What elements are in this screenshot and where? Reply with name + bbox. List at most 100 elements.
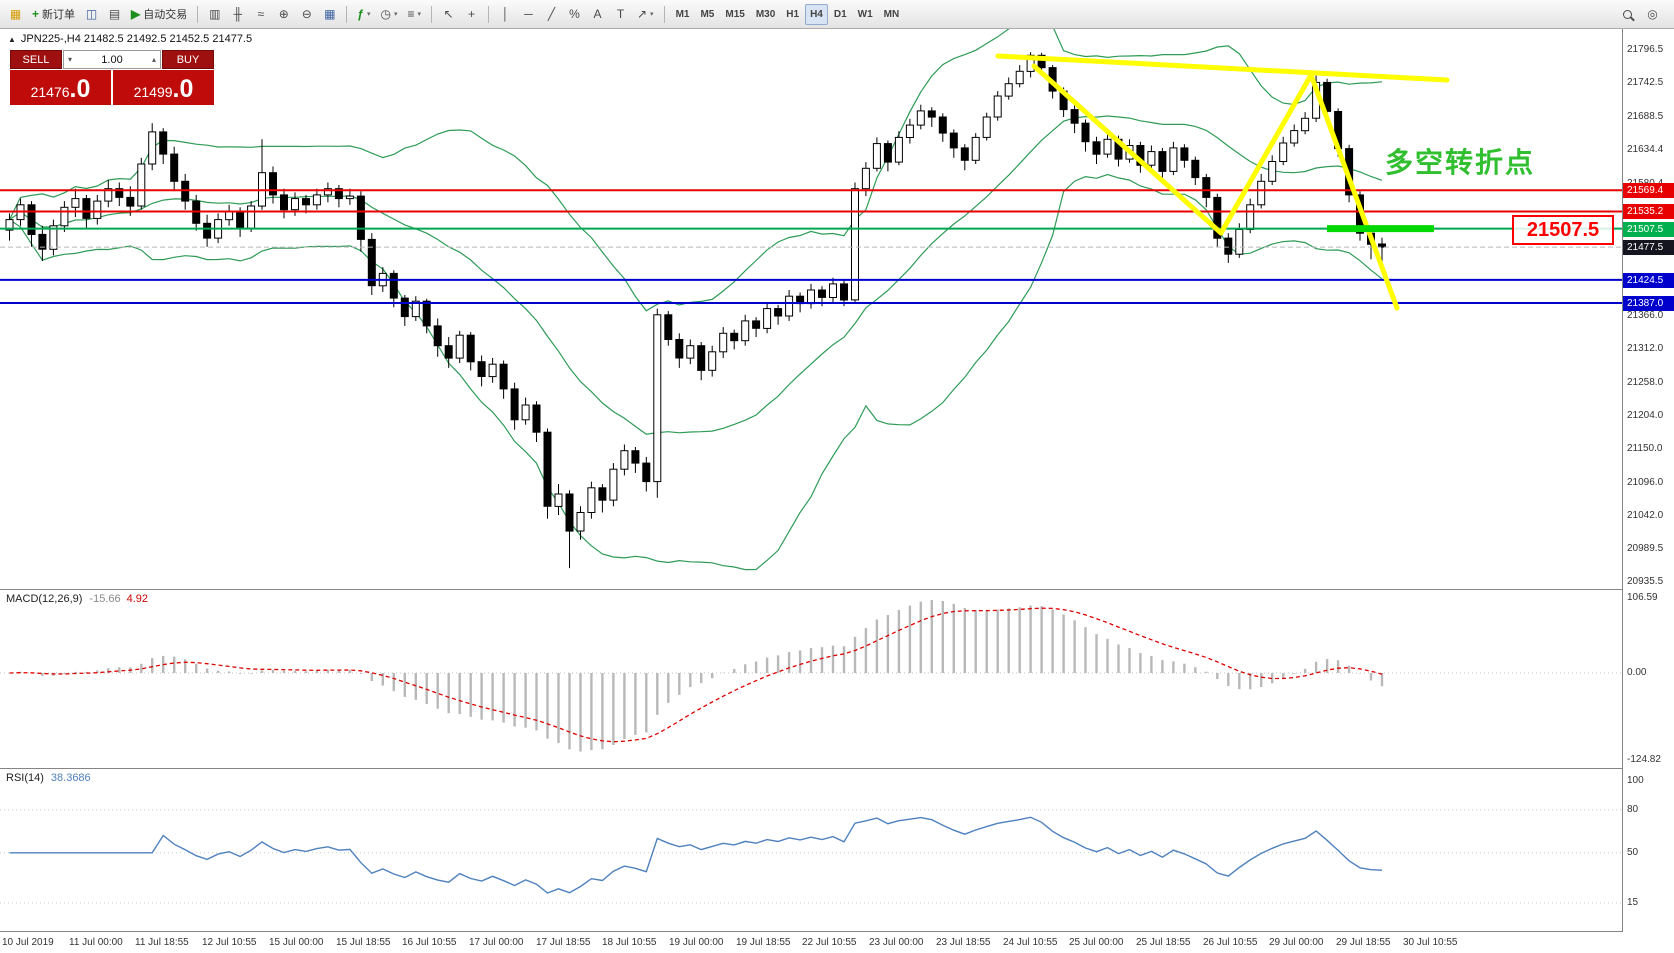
toolbar-separator (197, 5, 199, 23)
cursor-button[interactable]: ↖ (438, 4, 459, 25)
price-chart[interactable] (0, 29, 1622, 590)
symbol-ohlc-text: JPN225-,H4 21482.5 21492.5 21452.5 21477… (20, 33, 253, 45)
time-axis-label: 17 Jul 00:00 (469, 937, 524, 948)
templates-icon: ≡ (407, 7, 415, 21)
auto-trading-button[interactable]: ▶ 自动交易 (127, 4, 191, 25)
price-axis[interactable]: 21796.521742.521688.521634.421580.421366… (1622, 29, 1674, 932)
crosshair-button[interactable]: + (461, 4, 482, 25)
rsi-axis-label: 80 (1627, 804, 1639, 815)
toolbar-separator (487, 5, 489, 23)
vertical-line-icon: │ (501, 7, 510, 21)
sell-button[interactable]: SELL (10, 50, 62, 69)
vline-tool-button[interactable]: │ (495, 4, 516, 25)
profiles-button[interactable]: ▤ (104, 4, 125, 25)
price-axis-label: 21150.0 (1627, 443, 1663, 454)
timeframe-w1-button[interactable]: W1 (853, 4, 878, 25)
line-chart-button[interactable]: ≈ (250, 4, 271, 25)
price-tag-current-price: 21477.5 (1623, 240, 1674, 255)
time-axis-label: 19 Jul 00:00 (669, 937, 724, 948)
timeframe-m15-button[interactable]: M15 (720, 4, 749, 25)
volume-decrease-icon[interactable]: ▾ (68, 55, 73, 64)
rsi-value: 38.3686 (50, 772, 91, 784)
price-tag-support-blue-1: 21424.5 (1623, 273, 1674, 288)
indicators-button[interactable]: ƒ ▾ (353, 4, 374, 25)
label-tool-button[interactable]: T (610, 4, 631, 25)
macd-axis-label: -124.82 (1627, 754, 1661, 765)
zoom-in-button[interactable]: ⊕ (273, 4, 294, 25)
trendline-tool-button[interactable]: ╱ (541, 4, 562, 25)
time-axis[interactable]: 10 Jul 2019 11 Jul 00:00 11 Jul 18:55 12 Ju… (0, 932, 1674, 953)
timeframe-m5-button[interactable]: M5 (695, 4, 719, 25)
chevron-down-icon: ▾ (650, 11, 654, 18)
macd-signal-value: 4.92 (126, 593, 149, 605)
time-axis-label: 15 Jul 18:55 (336, 937, 391, 948)
time-axis-label: 18 Jul 10:55 (602, 937, 657, 948)
text-tool-button[interactable]: A (587, 4, 608, 25)
volume-increase-icon[interactable]: ▴ (151, 55, 156, 64)
price-tag-support-green: 21507.5 (1623, 222, 1674, 237)
zoom-out-button[interactable]: ⊖ (296, 4, 317, 25)
price-axis-label: 21796.5 (1627, 44, 1664, 55)
volume-value[interactable]: 1.00 (101, 53, 123, 66)
profiles-icon: ▤ (108, 7, 121, 21)
rsi-chart[interactable] (0, 769, 1622, 932)
toolbar-separator (346, 5, 348, 23)
periods-button[interactable]: ◷ ▾ (376, 4, 401, 25)
timeframe-mn-button[interactable]: MN (879, 4, 905, 25)
macd-chart[interactable] (0, 590, 1622, 769)
macd-panel[interactable]: MACD(12,26,9) -15.66 4.92 (0, 590, 1674, 769)
zoom-in-icon: ⊕ (278, 7, 289, 21)
arrows-tool-button[interactable]: ↗ ▾ (633, 4, 658, 25)
tile-windows-button[interactable]: ▦ (319, 4, 340, 25)
auto-trading-icon: ▶ (131, 7, 141, 21)
timeframe-group: M1 M5 M15 M30 H1 H4 D1 W1 MN (671, 3, 905, 25)
price-tag-support-blue-2: 21387.0 (1623, 296, 1674, 311)
time-axis-label: 29 Jul 00:00 (1269, 937, 1324, 948)
new-order-button[interactable]: + 新订单 (28, 4, 79, 25)
price-axis-label: 21688.5 (1627, 111, 1664, 122)
price-tag-resistance-2: 21535.2 (1623, 204, 1674, 219)
fibonacci-tool-button[interactable]: % (564, 4, 585, 25)
zoom-out-icon: ⊖ (301, 7, 312, 21)
buy-price[interactable]: 21499.0 (113, 70, 214, 105)
rsi-panel[interactable]: RSI(14) 38.3686 (0, 769, 1674, 932)
target-button[interactable]: ◎ (1642, 4, 1663, 25)
time-axis-label: 25 Jul 00:00 (1069, 937, 1124, 948)
rsi-axis-label: 100 (1627, 775, 1644, 786)
rsi-axis-label: 15 (1627, 897, 1639, 908)
crosshair-icon: + (467, 7, 475, 21)
candlestick-chart-button[interactable]: ╫ (227, 4, 248, 25)
clock-icon: ◷ (380, 7, 391, 21)
toolbar: ▦ + 新订单 ◫ ▤ ▶ 自动交易 ▥ ╫ ≈ ⊕ ⊖ ▦ ƒ ▾ ◷ ▾ ≡ ▾ … (0, 0, 1674, 29)
price-callout: 21507.5 (1512, 215, 1614, 245)
time-axis-label: 12 Jul 10:55 (202, 937, 257, 948)
volume-stepper[interactable]: ▾ 1.00 ▴ (63, 50, 161, 69)
sell-price[interactable]: 21476.0 (10, 70, 111, 105)
price-chart-panel[interactable]: ▲ JPN225-,H4 21482.5 21492.5 21452.5 214… (0, 29, 1674, 590)
timeframe-m30-button[interactable]: M30 (751, 4, 780, 25)
templates-button[interactable]: ≡ ▾ (403, 4, 425, 25)
fibonacci-icon: % (569, 7, 580, 21)
buy-button[interactable]: BUY (162, 50, 214, 69)
timeframe-d1-button[interactable]: D1 (829, 4, 852, 25)
timeframe-h4-button[interactable]: H4 (805, 3, 828, 25)
rsi-label: RSI(14) 38.3686 (6, 772, 91, 784)
time-axis-label: 24 Jul 10:55 (1003, 937, 1058, 948)
time-axis-label: 25 Jul 18:55 (1136, 937, 1191, 948)
timeframe-h1-button[interactable]: H1 (781, 4, 804, 25)
indicators-icon: ƒ (357, 7, 364, 21)
toolbar-separator (663, 5, 665, 23)
rsi-axis-label: 50 (1627, 847, 1639, 858)
search-button[interactable] (1617, 4, 1638, 25)
cursor-icon: ↖ (443, 7, 454, 21)
timeframe-m1-button[interactable]: M1 (671, 4, 695, 25)
hline-tool-button[interactable]: ─ (518, 4, 539, 25)
ohlc-info: ▲ JPN225-,H4 21482.5 21492.5 21452.5 214… (8, 33, 252, 45)
price-axis-label: 21096.0 (1627, 477, 1664, 488)
chart-window-button[interactable]: ◫ (81, 4, 102, 25)
data-window-icon[interactable]: ▲ (8, 34, 16, 44)
toolbar-separator (430, 5, 432, 23)
price-axis-label: 21742.5 (1627, 77, 1664, 88)
bar-chart-button[interactable]: ▥ (204, 4, 225, 25)
